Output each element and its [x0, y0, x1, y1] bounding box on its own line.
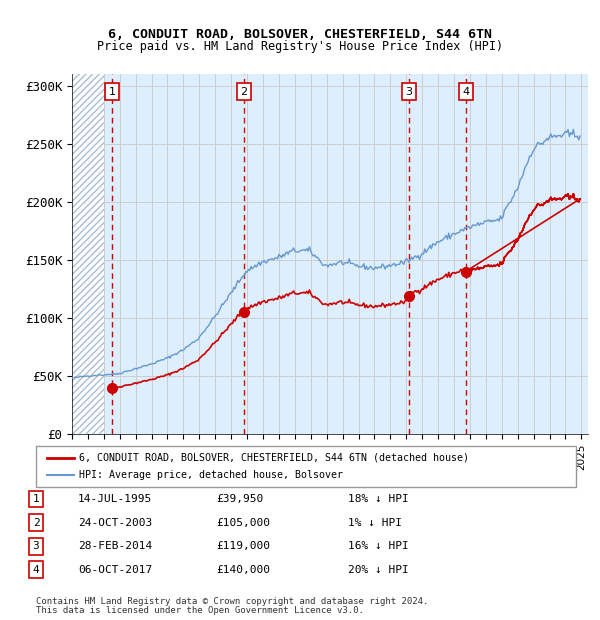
Text: 3: 3 [406, 87, 412, 97]
Text: 1: 1 [32, 494, 40, 504]
Text: 3: 3 [32, 541, 40, 551]
Text: 4: 4 [32, 565, 40, 575]
Text: 18% ↓ HPI: 18% ↓ HPI [348, 494, 409, 504]
FancyBboxPatch shape [36, 446, 576, 487]
Text: 24-OCT-2003: 24-OCT-2003 [78, 518, 152, 528]
Text: 1: 1 [109, 87, 116, 97]
Text: 6, CONDUIT ROAD, BOLSOVER, CHESTERFIELD, S44 6TN: 6, CONDUIT ROAD, BOLSOVER, CHESTERFIELD,… [108, 28, 492, 41]
Text: £39,950: £39,950 [216, 494, 263, 504]
Text: Contains HM Land Registry data © Crown copyright and database right 2024.: Contains HM Land Registry data © Crown c… [36, 597, 428, 606]
Text: 28-FEB-2014: 28-FEB-2014 [78, 541, 152, 551]
Text: £105,000: £105,000 [216, 518, 270, 528]
Text: 6, CONDUIT ROAD, BOLSOVER, CHESTERFIELD, S44 6TN (detached house): 6, CONDUIT ROAD, BOLSOVER, CHESTERFIELD,… [79, 453, 469, 463]
Text: 20% ↓ HPI: 20% ↓ HPI [348, 565, 409, 575]
Text: HPI: Average price, detached house, Bolsover: HPI: Average price, detached house, Bols… [79, 471, 343, 480]
Text: 1% ↓ HPI: 1% ↓ HPI [348, 518, 402, 528]
Text: 16% ↓ HPI: 16% ↓ HPI [348, 541, 409, 551]
Text: 4: 4 [463, 87, 470, 97]
Text: 06-OCT-2017: 06-OCT-2017 [78, 565, 152, 575]
Text: This data is licensed under the Open Government Licence v3.0.: This data is licensed under the Open Gov… [36, 606, 364, 615]
Text: 2: 2 [241, 87, 248, 97]
Bar [72, 74, 104, 434]
Text: 14-JUL-1995: 14-JUL-1995 [78, 494, 152, 504]
Text: Price paid vs. HM Land Registry's House Price Index (HPI): Price paid vs. HM Land Registry's House … [97, 40, 503, 53]
Text: £140,000: £140,000 [216, 565, 270, 575]
Text: 2: 2 [32, 518, 40, 528]
Text: £119,000: £119,000 [216, 541, 270, 551]
